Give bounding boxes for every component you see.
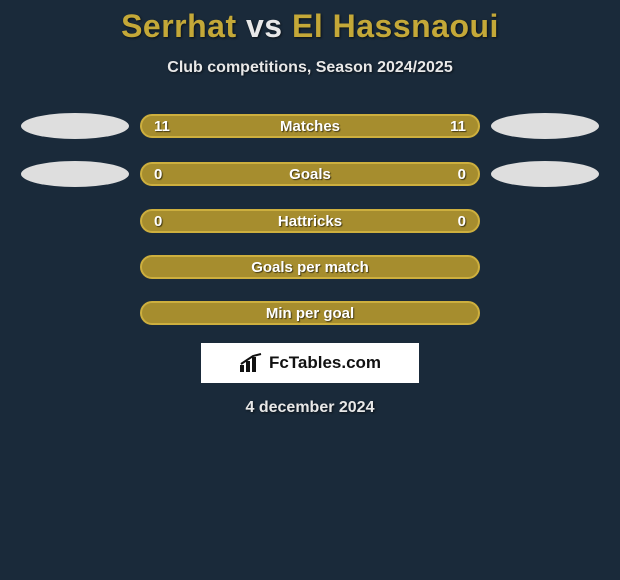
stat-value-right: 0 <box>410 166 470 183</box>
stat-label: Min per goal <box>210 305 410 322</box>
stat-label: Goals <box>210 166 410 183</box>
stat-bar: 0Goals0 <box>140 162 480 186</box>
branding-text: FcTables.com <box>269 353 381 373</box>
deco-right-cell <box>480 161 610 187</box>
stat-row: Min per goal <box>0 301 620 325</box>
branding-badge: FcTables.com <box>201 343 419 383</box>
stat-bar: Goals per match <box>140 255 480 279</box>
deco-ellipse-left <box>21 113 129 139</box>
stat-value-left: 0 <box>150 213 210 230</box>
title-vs: vs <box>246 8 283 44</box>
deco-right-cell <box>480 113 610 139</box>
stat-label: Goals per match <box>210 259 410 276</box>
title-player-a: Serrhat <box>121 8 237 44</box>
stat-value-right: 0 <box>410 213 470 230</box>
stat-row: 0Hattricks0 <box>0 209 620 233</box>
stat-value-left: 0 <box>150 166 210 183</box>
date-text: 4 december 2024 <box>0 399 620 417</box>
stat-label: Hattricks <box>210 213 410 230</box>
deco-left-cell <box>10 161 140 187</box>
bar-chart-icon <box>239 353 263 373</box>
infographic-container: Serrhat vs El Hassnaoui Club competition… <box>0 0 620 580</box>
deco-ellipse-right <box>491 113 599 139</box>
page-title: Serrhat vs El Hassnaoui <box>0 8 620 45</box>
stat-row: 11Matches11 <box>0 113 620 139</box>
stat-row: 0Goals0 <box>0 161 620 187</box>
deco-ellipse-right <box>491 161 599 187</box>
stat-bar: Min per goal <box>140 301 480 325</box>
stat-row: Goals per match <box>0 255 620 279</box>
stat-value-right: 11 <box>410 118 470 135</box>
stat-bar: 11Matches11 <box>140 114 480 138</box>
deco-ellipse-left <box>21 161 129 187</box>
deco-left-cell <box>10 113 140 139</box>
title-player-b: El Hassnaoui <box>292 8 499 44</box>
stat-value-left: 11 <box>150 118 210 135</box>
stat-label: Matches <box>210 118 410 135</box>
stat-bar: 0Hattricks0 <box>140 209 480 233</box>
stat-rows: 11Matches110Goals00Hattricks0Goals per m… <box>0 113 620 325</box>
subtitle: Club competitions, Season 2024/2025 <box>0 59 620 77</box>
